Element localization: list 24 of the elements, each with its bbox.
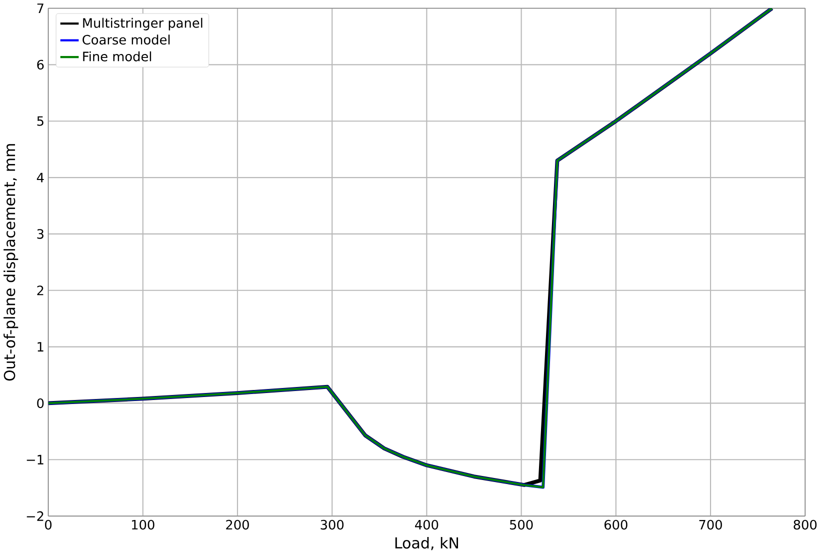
y-tick-label: 0 bbox=[37, 398, 44, 408]
y-tick-label: −1 bbox=[26, 455, 44, 464]
x-axis-title: Load, kN bbox=[395, 537, 458, 550]
y-tick-label: 5 bbox=[37, 116, 44, 126]
x-tick-label: 300 bbox=[320, 520, 344, 530]
x-tick-label: 0 bbox=[45, 520, 52, 530]
y-tick-label: −2 bbox=[26, 511, 44, 521]
x-tick-label: 500 bbox=[510, 520, 533, 530]
x-tick-label: 800 bbox=[794, 520, 817, 530]
x-tick-label: 700 bbox=[699, 520, 722, 530]
y-tick-label: 3 bbox=[37, 229, 44, 239]
x-tick-label: 600 bbox=[604, 520, 628, 530]
y-tick-label: 1 bbox=[38, 342, 44, 352]
x-tick-label: 100 bbox=[132, 520, 154, 530]
legend-label: Fine model bbox=[83, 52, 152, 62]
x-tick-label: 400 bbox=[415, 520, 438, 530]
y-tick-label: 2 bbox=[37, 286, 44, 296]
legend-label: Coarse model bbox=[82, 34, 170, 45]
y-tick-label: 7 bbox=[37, 4, 44, 14]
legend-label: Multistringer panel bbox=[83, 18, 202, 30]
y-tick-label: 4 bbox=[36, 172, 44, 182]
x-tick-label: 200 bbox=[226, 520, 249, 530]
y-axis-title: Out-of-plane displacement, mm bbox=[4, 144, 18, 381]
y-tick-label: 6 bbox=[37, 60, 44, 70]
